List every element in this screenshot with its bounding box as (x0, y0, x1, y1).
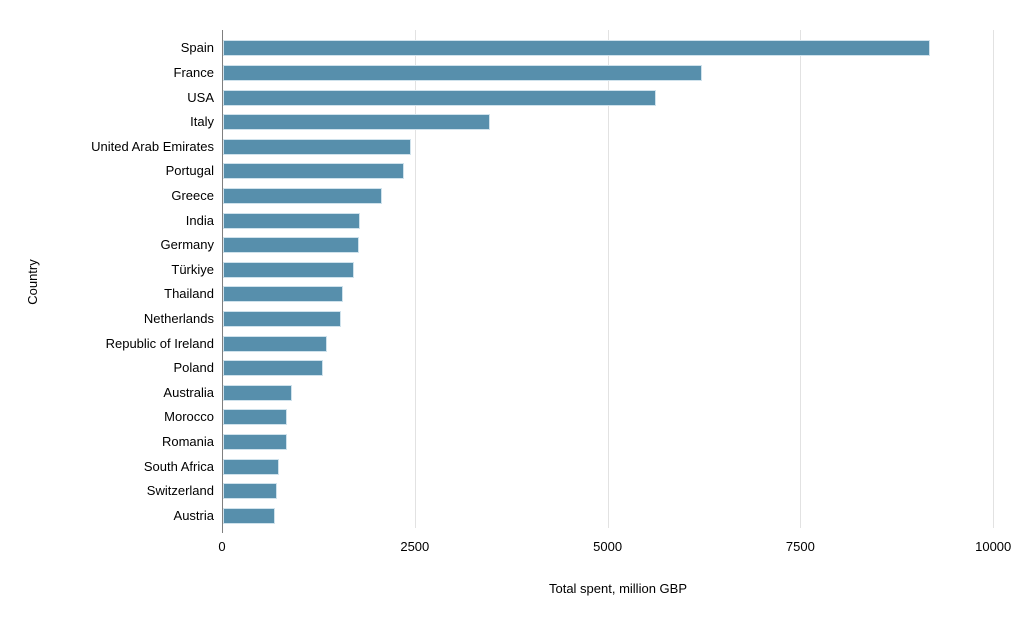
bar (223, 114, 490, 131)
category-label: Morocco (164, 409, 214, 425)
gridline (607, 30, 609, 528)
category-label: Austria (173, 507, 214, 523)
bar (223, 237, 359, 254)
bar (223, 360, 323, 377)
bar (223, 261, 355, 278)
category-label: USA (187, 89, 214, 105)
category-label: Republic of Ireland (105, 335, 214, 351)
x-tick-label: 5000 (593, 539, 623, 554)
bar (223, 40, 931, 57)
y-axis-line (222, 30, 223, 528)
category-label: Germany (160, 237, 214, 253)
bar (223, 335, 328, 352)
bar (223, 483, 278, 500)
category-label: Netherlands (143, 310, 214, 326)
category-label: Portugal (165, 163, 214, 179)
bar (223, 212, 361, 229)
bar (223, 409, 287, 426)
x-tick-label: 10000 (975, 539, 1012, 554)
bar (223, 187, 382, 204)
x-axis-title: Total spent, million GBP (548, 581, 687, 596)
bar (223, 433, 287, 450)
bar (223, 310, 341, 327)
category-label: United Arab Emirates (91, 138, 214, 154)
category-label: France (173, 64, 214, 80)
bar (223, 138, 412, 155)
plot-area (222, 30, 1014, 528)
x-axis-tick-zero (222, 528, 223, 533)
bar (223, 286, 343, 303)
x-tick-label: 7500 (785, 539, 815, 554)
bar (223, 163, 405, 180)
category-label: Spain (180, 40, 214, 56)
bar (223, 458, 279, 475)
bar (223, 384, 293, 401)
gridline (800, 30, 802, 528)
x-tick-label: 0 (218, 539, 226, 554)
bar (223, 89, 656, 106)
category-label: South Africa (143, 458, 214, 474)
category-label: Australia (163, 384, 214, 400)
category-label: Romania (161, 433, 214, 449)
category-label: Greece (171, 187, 214, 203)
bar (223, 64, 702, 81)
bar (223, 507, 275, 524)
category-label: India (185, 212, 214, 228)
category-label: Italy (190, 114, 214, 130)
category-label: Türkiye (171, 261, 214, 277)
gridline (993, 30, 995, 528)
category-label: Poland (173, 360, 214, 376)
gridline (414, 30, 416, 528)
x-tick-label: 2500 (400, 539, 430, 554)
category-label: Thailand (164, 286, 214, 302)
category-label: Switzerland (146, 483, 214, 499)
